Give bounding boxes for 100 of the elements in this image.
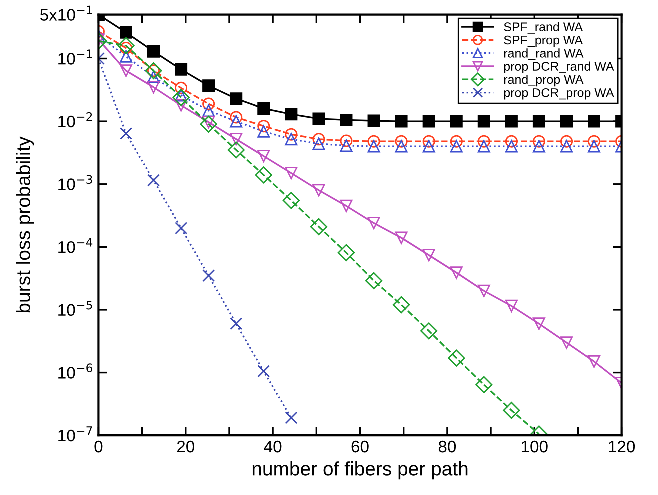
- point: [588, 135, 601, 148]
- y-tick-label: 5x10$^{−1}$: [40, 6, 92, 21]
- point: [258, 365, 270, 378]
- legend-label: prop DCR_prop WA: [504, 88, 614, 100]
- point: [450, 266, 463, 280]
- point: [312, 112, 326, 126]
- point: [285, 412, 298, 424]
- point: [258, 150, 270, 163]
- point: [312, 133, 326, 146]
- point: [285, 128, 298, 141]
- x-tick-label: 120: [609, 440, 636, 453]
- point: [532, 135, 546, 148]
- point: [340, 200, 353, 212]
- x-axis-title: number of fibers per path: [252, 462, 468, 480]
- point: [368, 140, 380, 153]
- point: [588, 115, 601, 128]
- point: [532, 115, 546, 128]
- point: [450, 115, 463, 128]
- point: [532, 140, 546, 153]
- point: [120, 64, 132, 78]
- y-tick-label: 10$^{−7}$: [58, 426, 92, 442]
- point: [422, 140, 436, 153]
- point: [200, 116, 218, 133]
- point: [448, 350, 466, 367]
- point: [476, 376, 493, 394]
- point: [148, 81, 160, 94]
- point: [368, 217, 380, 230]
- point: [478, 135, 490, 148]
- point: [230, 115, 243, 128]
- point: [505, 140, 518, 153]
- point: [478, 140, 490, 153]
- point: [422, 249, 436, 262]
- point: [285, 167, 298, 180]
- point: [282, 192, 300, 210]
- point: [560, 336, 574, 350]
- point: [202, 98, 216, 110]
- point: [368, 114, 380, 128]
- point: [505, 135, 518, 148]
- point: [285, 108, 298, 121]
- point: [395, 135, 408, 148]
- point: [340, 134, 353, 148]
- point: [120, 127, 132, 140]
- y-tick-label: 10$^{−1}$: [58, 50, 92, 65]
- point: [255, 166, 272, 184]
- x-tick-label: 20: [177, 440, 195, 453]
- point: [312, 138, 326, 150]
- point: [285, 133, 298, 146]
- point: [175, 99, 188, 112]
- point: [202, 104, 216, 118]
- point: [450, 140, 463, 153]
- point: [532, 318, 546, 330]
- point: [202, 80, 216, 92]
- point: [503, 402, 520, 420]
- point: [588, 355, 601, 368]
- point: [310, 218, 328, 236]
- y-axis-title: burst loss probability: [16, 136, 34, 313]
- point: [420, 322, 438, 340]
- point: [120, 50, 132, 63]
- point: [368, 135, 380, 148]
- x-tick-label: 60: [352, 440, 369, 453]
- point: [478, 115, 490, 128]
- point: [422, 135, 436, 148]
- point: [118, 37, 135, 54]
- point: [175, 222, 188, 235]
- point: [230, 111, 243, 124]
- point: [560, 140, 574, 153]
- point: [392, 296, 410, 314]
- point: [202, 270, 216, 282]
- y-tick-label: 10$^{−3}$: [58, 175, 92, 190]
- point: [172, 89, 190, 106]
- point: [395, 232, 408, 244]
- x-tick-label: 80: [438, 440, 456, 453]
- point: [340, 114, 353, 126]
- point: [230, 92, 243, 106]
- y-tick-label: 10$^{−5}$: [58, 301, 92, 316]
- x-tick-label: 40: [264, 440, 282, 453]
- legend-label: SPF_rand WA: [504, 22, 584, 34]
- point: [365, 272, 383, 290]
- y-tick-label: 10$^{−2}$: [58, 112, 92, 128]
- legend-label: rand_rand WA: [504, 48, 584, 60]
- point: [148, 45, 160, 58]
- point: [175, 63, 188, 76]
- point: [478, 284, 490, 298]
- legend-label: rand_prop WA: [504, 74, 584, 87]
- point: [230, 133, 243, 146]
- point: [422, 115, 436, 128]
- y-tick-label: 10$^{−6}$: [58, 364, 92, 379]
- point: [258, 120, 270, 133]
- point: [588, 140, 601, 153]
- point: [258, 102, 270, 115]
- point: [395, 115, 408, 128]
- point: [505, 115, 518, 128]
- point: [560, 135, 574, 148]
- point: [340, 140, 353, 152]
- point: [120, 26, 132, 39]
- point: [175, 82, 188, 94]
- y-tick-label: 10$^{−4}$: [58, 238, 93, 254]
- x-tick-label: 100: [522, 440, 548, 453]
- legend-label: prop DCR_rand WA: [504, 62, 614, 74]
- point: [450, 135, 463, 148]
